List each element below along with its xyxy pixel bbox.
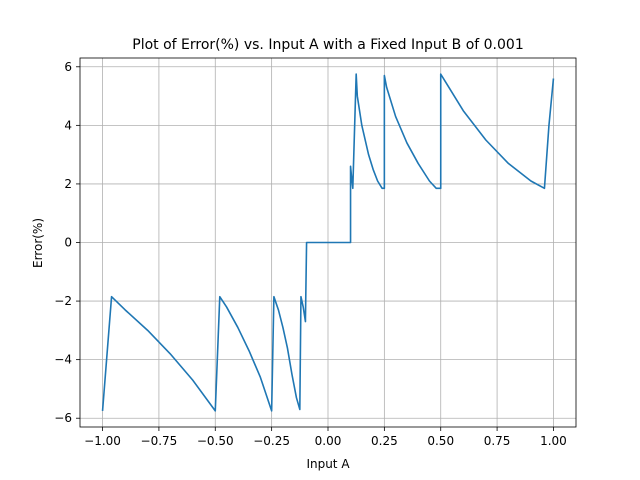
x-tick-label: 0.50	[427, 434, 454, 448]
y-tick-label: −2	[54, 294, 72, 308]
y-tick-label: 2	[64, 177, 72, 191]
error-series-line	[101, 73, 555, 412]
x-axis-ticks: −1.00 −0.75 −0.50 −0.25 0.00 0.25 0.50 0.75 1.00	[84, 427, 567, 448]
y-tick-label: 0	[64, 236, 72, 250]
y-tick-label: −6	[54, 411, 72, 425]
y-axis-label: Error(%)	[31, 218, 45, 268]
x-tick-label: −0.75	[141, 434, 178, 448]
x-axis-label: Input A	[306, 457, 350, 471]
x-tick-label: 0.75	[484, 434, 511, 448]
x-tick-label: 0.00	[315, 434, 342, 448]
series-layer	[101, 73, 555, 412]
y-tick-label: 4	[64, 118, 72, 132]
x-tick-label: 1.00	[540, 434, 567, 448]
x-tick-label: −0.50	[197, 434, 234, 448]
x-tick-label: −0.25	[253, 434, 290, 448]
y-tick-label: 6	[64, 60, 72, 74]
x-tick-label: 0.25	[371, 434, 398, 448]
chart-title: Plot of Error(%) vs. Input A with a Fixe…	[132, 37, 523, 53]
y-axis-ticks: −6 −4 −2 0 2 4 6	[54, 60, 80, 425]
x-tick-label: −1.00	[84, 434, 121, 448]
y-tick-label: −4	[54, 353, 72, 367]
